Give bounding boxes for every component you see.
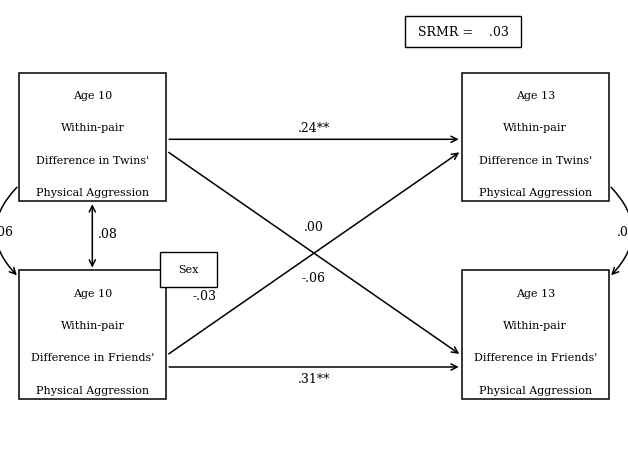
Text: Within-pair: Within-pair <box>61 123 124 133</box>
Text: Sex: Sex <box>178 265 198 274</box>
FancyArrowPatch shape <box>611 188 628 274</box>
FancyBboxPatch shape <box>405 17 521 48</box>
FancyBboxPatch shape <box>19 271 166 399</box>
Text: Age 13: Age 13 <box>516 91 555 101</box>
Text: -.06: -.06 <box>302 271 326 284</box>
Text: Age 10: Age 10 <box>73 288 112 298</box>
Text: Physical Aggression: Physical Aggression <box>479 385 592 395</box>
Text: Within-pair: Within-pair <box>504 320 567 330</box>
FancyArrowPatch shape <box>0 188 17 274</box>
Text: Physical Aggression: Physical Aggression <box>36 187 149 197</box>
Text: -.06: -.06 <box>0 225 13 238</box>
Text: -.03: -.03 <box>192 290 216 302</box>
FancyBboxPatch shape <box>462 73 609 202</box>
Text: SRMR =    .03: SRMR = .03 <box>418 26 509 39</box>
Text: Difference in Twins': Difference in Twins' <box>479 155 592 165</box>
Text: .09: .09 <box>617 225 628 238</box>
Text: Age 13: Age 13 <box>516 288 555 298</box>
Text: .31**: .31** <box>298 372 330 385</box>
Text: Difference in Twins': Difference in Twins' <box>36 155 149 165</box>
Text: Within-pair: Within-pair <box>61 320 124 330</box>
FancyBboxPatch shape <box>160 252 217 287</box>
FancyBboxPatch shape <box>19 73 166 202</box>
Text: Age 10: Age 10 <box>73 91 112 101</box>
Text: Within-pair: Within-pair <box>504 123 567 133</box>
Text: Difference in Friends': Difference in Friends' <box>31 353 154 363</box>
Text: .08: .08 <box>98 228 118 241</box>
Text: Physical Aggression: Physical Aggression <box>36 385 149 395</box>
Text: .24**: .24** <box>298 122 330 135</box>
Text: .00: .00 <box>304 221 324 234</box>
Text: Physical Aggression: Physical Aggression <box>479 187 592 197</box>
FancyBboxPatch shape <box>462 271 609 399</box>
Text: Difference in Friends': Difference in Friends' <box>474 353 597 363</box>
